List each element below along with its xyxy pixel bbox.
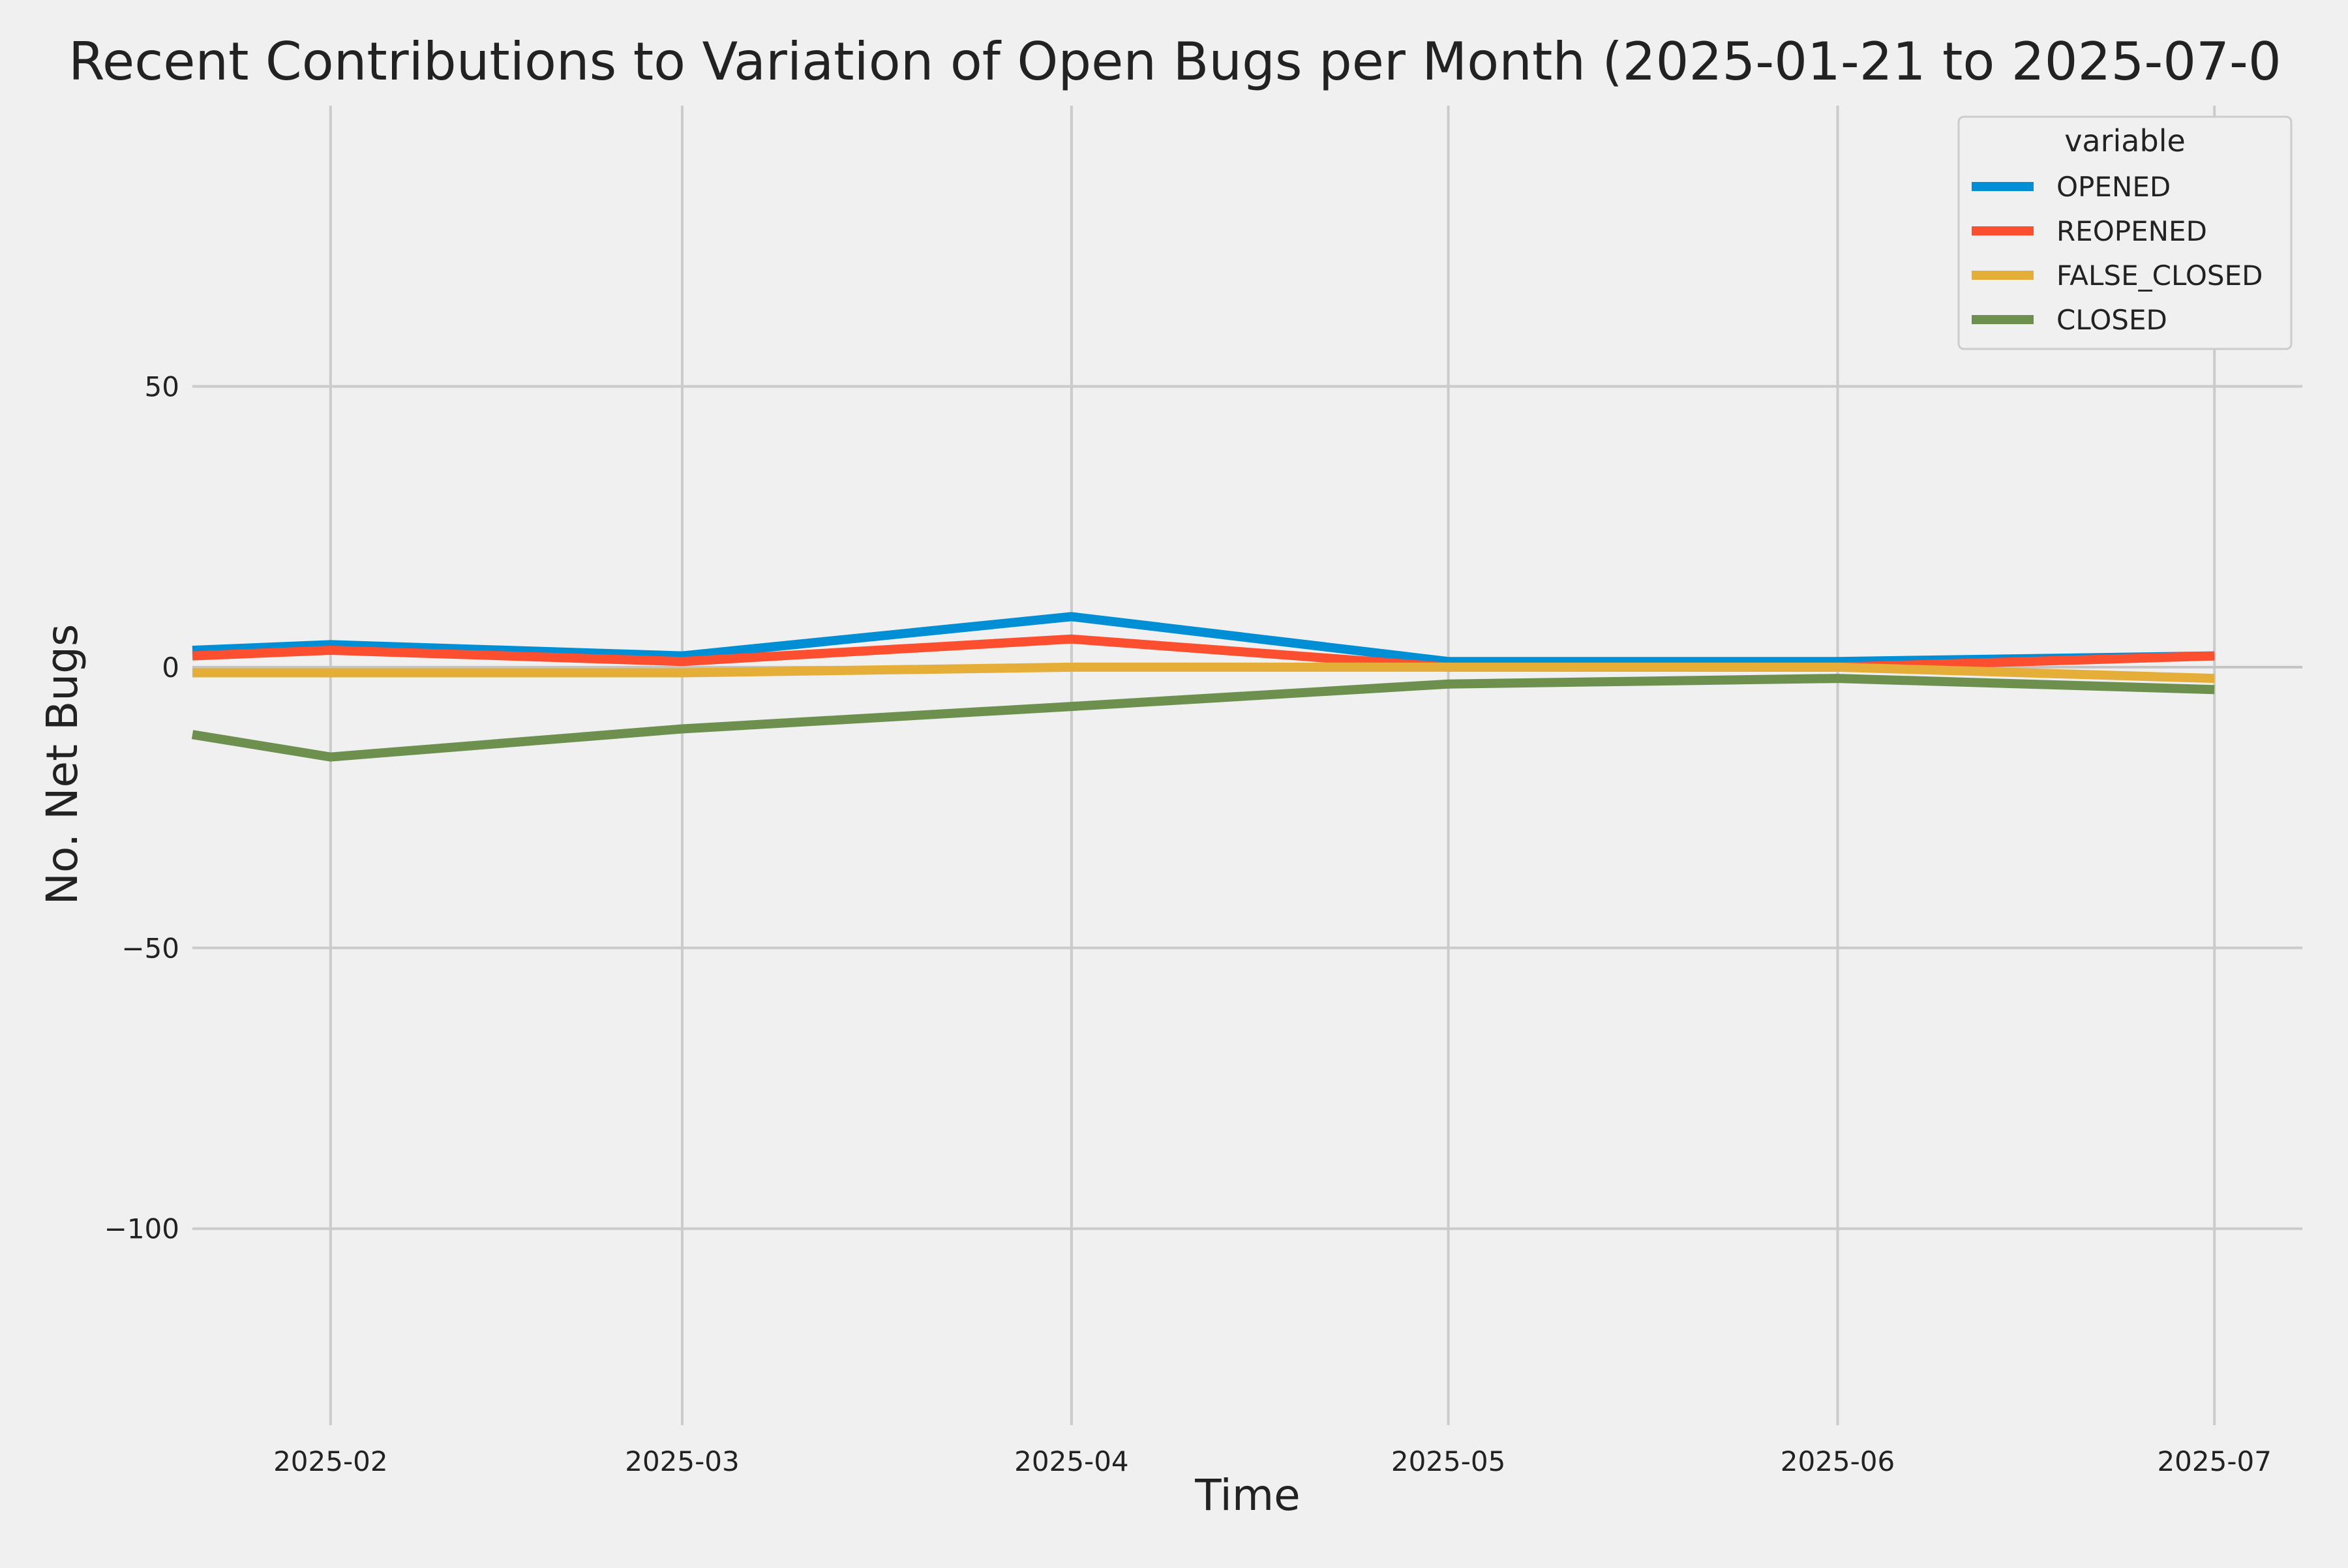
y-axis-label: No. Net Bugs xyxy=(37,624,87,905)
x-axis-label: Time xyxy=(1194,1470,1301,1520)
x-tick-label: 2025-04 xyxy=(1014,1445,1129,1477)
y-tick-label: −50 xyxy=(121,932,179,964)
series-line-closed xyxy=(191,674,2215,762)
y-tick-label: 50 xyxy=(145,370,179,402)
legend-title: variable xyxy=(2064,123,2186,158)
legend-label: CLOSED xyxy=(2056,304,2167,336)
x-tick-label: 2025-07 xyxy=(2157,1445,2272,1477)
legend-label: REOPENED xyxy=(2056,215,2207,247)
x-tick-label: 2025-05 xyxy=(1391,1445,1506,1477)
x-tick-label: 2025-03 xyxy=(625,1445,740,1477)
series-lines xyxy=(191,612,2215,762)
chart-title: Recent Contributions to Variation of Ope… xyxy=(68,31,2281,92)
y-tick-labels: 50 0 −50 −100 xyxy=(104,370,179,1244)
legend-label: FALSE_CLOSED xyxy=(2056,260,2263,292)
series-line-false-closed xyxy=(192,662,2215,684)
x-tick-label: 2025-06 xyxy=(1781,1445,1895,1477)
x-tick-labels: 2025-02 2025-03 2025-04 2025-05 2025-06 2025-… xyxy=(273,1445,2272,1477)
y-tick-label: 0 xyxy=(162,652,179,684)
legend-box xyxy=(1957,115,2293,350)
legend-label: OPENED xyxy=(2056,171,2171,203)
series-line-opened xyxy=(192,612,2215,667)
legend: variable OPENED REOPENED FALSE_CLOSED CLOSE… xyxy=(1957,115,2293,350)
x-tick-label: 2025-02 xyxy=(273,1445,388,1477)
y-tick-label: −100 xyxy=(104,1213,179,1245)
